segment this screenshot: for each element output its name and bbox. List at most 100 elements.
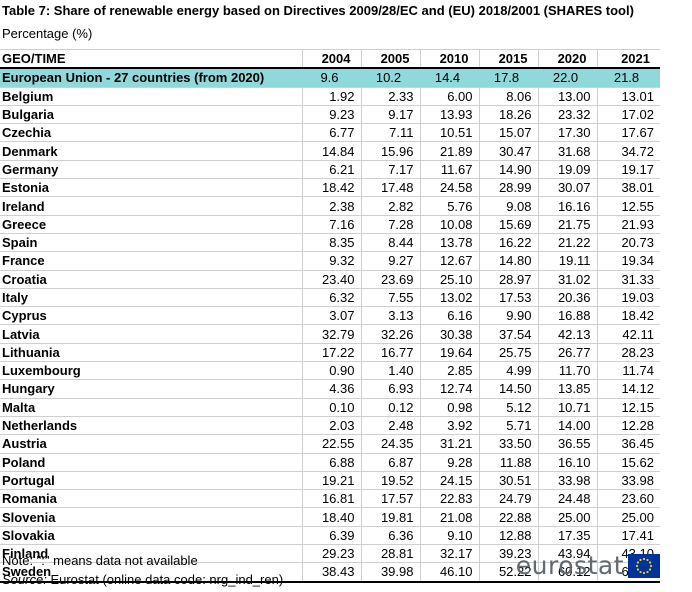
table-cell: 21.89 bbox=[419, 141, 479, 161]
table-cell: 19.21 bbox=[301, 471, 361, 491]
row-label: Romania bbox=[0, 489, 302, 509]
footnote: Note: ":" means data not available bbox=[2, 553, 198, 568]
row-label: Croatia bbox=[0, 270, 302, 289]
table-row: Belgium 1.92 2.33 6.00 8.06 13.00 13.01 bbox=[0, 87, 660, 106]
table-cell: 16.16 bbox=[537, 196, 597, 216]
table-cell: 28.23 bbox=[596, 343, 660, 363]
table-cell: 14.90 bbox=[478, 160, 538, 180]
table-cell: 19.52 bbox=[360, 471, 420, 491]
table-cell: 15.62 bbox=[596, 453, 660, 472]
table-cell: 14.4 bbox=[420, 68, 479, 88]
table-cell: 24.79 bbox=[478, 489, 538, 509]
table-cell: 15.07 bbox=[478, 123, 538, 143]
table-cell: 16.88 bbox=[537, 306, 597, 326]
table-title: Table 7: Share of renewable energy based… bbox=[2, 3, 634, 18]
table-row: Latvia 32.79 32.26 30.38 37.54 42.13 42.11 bbox=[0, 324, 660, 344]
table-row: Malta 0.10 0.12 0.98 5.12 10.71 12.15 bbox=[0, 398, 660, 417]
table-cell: 60.12 bbox=[537, 562, 597, 583]
table-cell: 17.02 bbox=[596, 105, 660, 125]
table-cell: 19.81 bbox=[360, 507, 420, 527]
table-cell: 19.64 bbox=[419, 343, 479, 363]
table-cell: 10.08 bbox=[419, 215, 479, 234]
table-cell: 17.41 bbox=[596, 526, 660, 546]
table-cell: 9.27 bbox=[360, 251, 420, 271]
table-cell: 6.36 bbox=[360, 526, 420, 546]
table-cell: 32.26 bbox=[360, 324, 420, 344]
table-cell: 21.08 bbox=[419, 507, 479, 527]
table-cell: 12.55 bbox=[596, 196, 660, 216]
table-cell: 19.11 bbox=[537, 251, 597, 271]
table-cell: 7.28 bbox=[360, 215, 420, 234]
column-header: 2004 bbox=[301, 49, 361, 70]
table-cell: 25.00 bbox=[596, 507, 660, 527]
table-cell: 15.69 bbox=[478, 215, 538, 234]
table-cell: 22.88 bbox=[478, 507, 538, 527]
table-cell: 30.47 bbox=[478, 141, 538, 161]
table-cell: 6.32 bbox=[301, 288, 361, 308]
flag-star bbox=[648, 568, 652, 571]
table-cell: 29.23 bbox=[301, 544, 361, 564]
column-header: GEO/TIME bbox=[0, 49, 302, 70]
table-cell: 17.53 bbox=[478, 288, 538, 308]
table-cell: 5.71 bbox=[478, 416, 538, 436]
table-cell: 39.98 bbox=[360, 562, 420, 583]
table-cell: 17.67 bbox=[596, 123, 660, 143]
table-cell: 9.08 bbox=[478, 196, 538, 216]
flag-star bbox=[642, 557, 646, 561]
table-cell: 2.33 bbox=[360, 87, 420, 106]
table-cell: 25.10 bbox=[419, 270, 479, 289]
column-header: 2015 bbox=[478, 49, 538, 70]
row-label: Slovakia bbox=[0, 526, 302, 546]
table-cell: 22.83 bbox=[419, 489, 479, 509]
row-label: Lithuania bbox=[0, 343, 302, 363]
table-cell: 6.39 bbox=[301, 526, 361, 546]
table-row: Finland 29.23 28.81 32.17 39.23 43.94 43.10 bbox=[0, 544, 660, 564]
table-row: Lithuania 17.22 16.77 19.64 25.75 26.77 28.23 bbox=[0, 343, 660, 363]
table-cell: 3.92 bbox=[419, 416, 479, 436]
row-label: Italy bbox=[0, 288, 302, 308]
table-row: Germany 6.21 7.17 11.67 14.90 19.09 19.17 bbox=[0, 160, 660, 180]
table-cell: 2.38 bbox=[301, 196, 361, 216]
flag-star bbox=[646, 570, 649, 574]
flag-star bbox=[636, 568, 640, 571]
table-cell: 0.98 bbox=[419, 398, 479, 417]
table-cell: 2.48 bbox=[360, 416, 420, 436]
table-row: Romania 16.81 17.57 22.83 24.79 24.48 23.60 bbox=[0, 489, 660, 509]
table-cell: 42.13 bbox=[537, 324, 597, 344]
table-cell: 11.74 bbox=[596, 361, 660, 381]
table-cell: 19.34 bbox=[596, 251, 660, 271]
table-cell: 17.8 bbox=[479, 68, 538, 88]
row-label: Spain bbox=[0, 233, 302, 253]
table-row: France 9.32 9.27 12.67 14.80 19.11 19.34 bbox=[0, 251, 660, 271]
flag-star bbox=[639, 558, 642, 562]
table-row: Luxembourg 0.90 1.40 2.85 4.99 11.70 11.74 bbox=[0, 361, 660, 381]
row-label: Poland bbox=[0, 453, 302, 472]
table-cell: 46.10 bbox=[419, 562, 479, 583]
column-header: 2010 bbox=[419, 49, 479, 70]
table-row: Greece 7.16 7.28 10.08 15.69 21.75 21.93 bbox=[0, 215, 660, 234]
table-row: Denmark 14.84 15.96 21.89 30.47 31.68 34.72 bbox=[0, 141, 660, 161]
row-label: Austria bbox=[0, 434, 302, 454]
row-label: Sweden bbox=[0, 562, 302, 583]
table-cell: 15.96 bbox=[360, 141, 420, 161]
table-cell: 31.68 bbox=[537, 141, 597, 161]
table-cell: 43.94 bbox=[537, 544, 597, 564]
table-cell: 17.30 bbox=[537, 123, 597, 143]
table-cell: 18.40 bbox=[301, 507, 361, 527]
table-cell: 13.85 bbox=[537, 379, 597, 399]
table-cell: 8.44 bbox=[360, 233, 420, 253]
table-cell: 12.88 bbox=[478, 526, 538, 546]
source-line: Source: Eurostat (online data code: nrg_… bbox=[2, 572, 283, 587]
table-cell: 12.15 bbox=[596, 398, 660, 417]
table-cell: 23.60 bbox=[596, 489, 660, 509]
row-label: France bbox=[0, 251, 302, 271]
table-cell: 32.17 bbox=[419, 544, 479, 564]
table-row: Spain 8.35 8.44 13.78 16.22 21.22 20.73 bbox=[0, 233, 660, 253]
table-cell: 13.02 bbox=[419, 288, 479, 308]
table-cell: 9.6 bbox=[302, 68, 361, 88]
table-cell: 12.67 bbox=[419, 251, 479, 271]
table-cell: 3.07 bbox=[301, 306, 361, 326]
table-row: Austria 22.55 24.35 31.21 33.50 36.55 36.45 bbox=[0, 434, 660, 454]
table-cell: 7.11 bbox=[360, 123, 420, 143]
eu-aggregate-row: European Union - 27 countries (from 2020… bbox=[0, 68, 660, 88]
